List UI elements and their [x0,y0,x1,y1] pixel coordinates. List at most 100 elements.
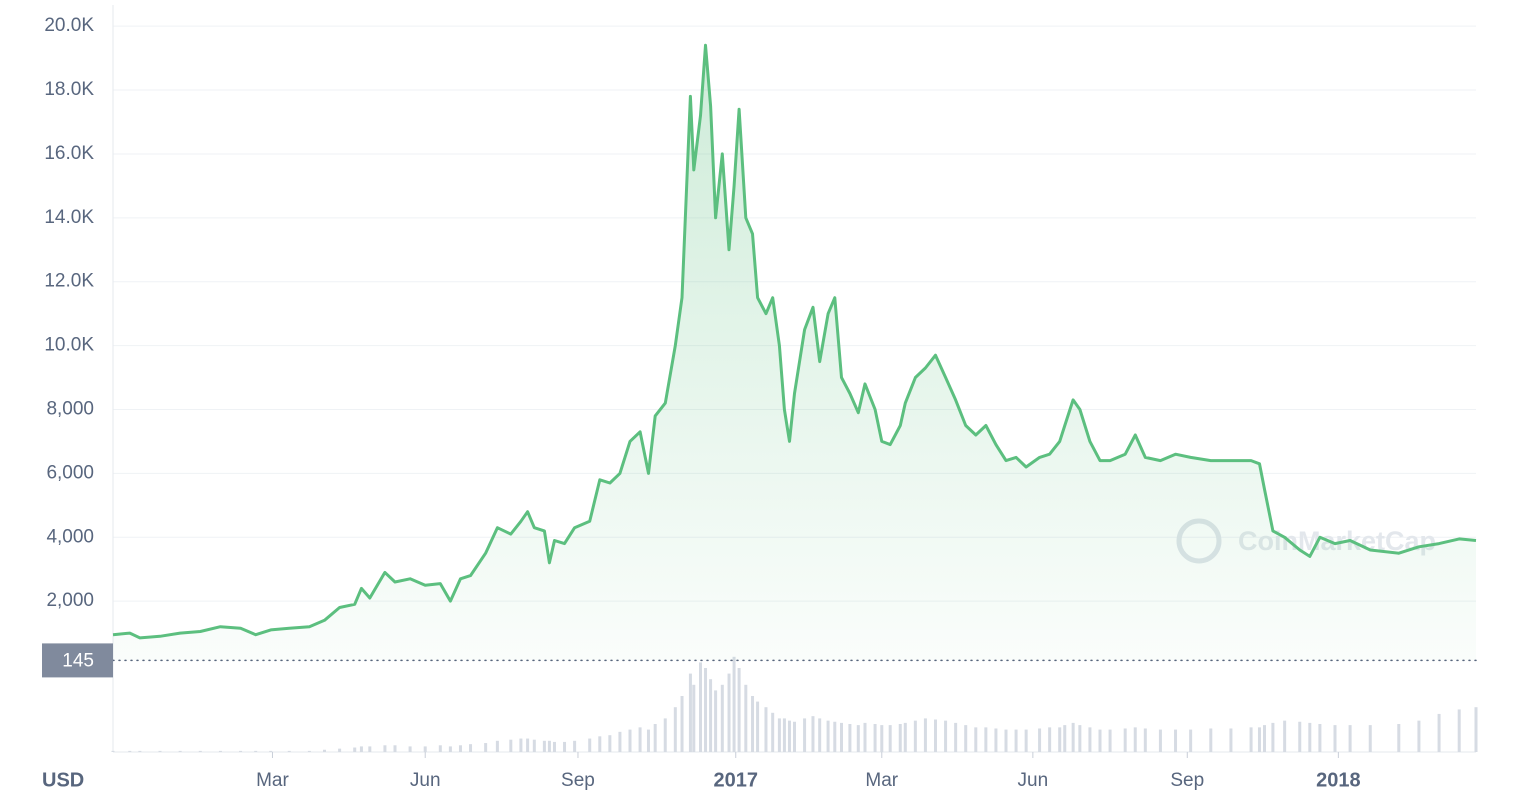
volume-bar [756,701,760,752]
volume-bar [1271,722,1275,752]
volume-bar [1348,725,1352,752]
volume-bar [1283,720,1287,752]
volume-bar [840,722,843,752]
volume-bar [1058,727,1062,752]
volume-bar [178,750,182,752]
volume-bar [803,718,807,752]
volume-bar [254,750,258,752]
volume-bar [751,696,755,752]
volume-bar [1457,709,1461,752]
volume-bar [519,738,523,752]
volume-bar [1048,727,1052,752]
volume-bar [638,727,642,752]
volume-bar [598,736,602,752]
volume-bar [818,718,822,752]
volume-bar [1063,725,1067,752]
volume-bar [777,718,781,752]
volume-bar [880,725,884,752]
volume-bar [1257,727,1261,752]
volume-bar [856,725,860,752]
volume-bar [1133,727,1137,752]
volume-bar [673,707,677,752]
volume-bar [984,727,988,752]
baseline-label: 145 [62,650,94,671]
volume-bar [1123,728,1127,752]
volume-bar [646,729,650,752]
volume-bar [383,745,387,752]
volume-bar [542,740,546,752]
volume-bar [111,750,115,752]
x-tick-label: Jun [1018,770,1049,791]
volume-bar [618,731,622,752]
x-tick-label: Mar [865,770,898,791]
volume-bar [423,746,427,752]
x-tick-label: 2018 [1316,769,1361,791]
volume-bar [1004,729,1008,752]
y-tick-label: 12.0K [44,271,94,292]
volume-bar [737,668,741,752]
volume-bar [744,684,748,752]
volume-bar [408,746,412,752]
volume-bar [793,721,796,752]
volume-bar [903,722,907,752]
volume-bar [1174,729,1178,752]
volume-bar [218,750,222,752]
volume-bar [1108,729,1112,752]
volume-bar [563,741,567,752]
volume-bar [1249,727,1253,752]
x-tick-label: Sep [561,770,595,791]
volume-bar [1143,728,1147,752]
volume-bar [1298,721,1302,752]
volume-bar [1088,727,1092,752]
volume-bar [954,722,958,752]
volume-bar [368,746,372,752]
volume-bar [458,745,462,752]
volume-bar [680,696,684,752]
volume-bar [692,684,696,752]
volume-bar [128,750,132,752]
volume-bar [1024,729,1028,752]
volume-bar [811,716,815,752]
volume-bar [573,740,577,752]
volume-bar [359,746,363,752]
volume-bar [1098,729,1102,752]
volume-bar [608,735,612,752]
y-tick-label: 18.0K [44,79,94,100]
volume-bar [923,718,927,752]
x-tick-label: Jun [410,770,441,791]
y-tick-label: 8,000 [46,399,94,420]
volume-bar [863,722,867,752]
volume-bar [1333,725,1337,752]
volume-bar [964,725,968,752]
volume-bar [720,684,724,752]
volume-bar [239,750,243,752]
volume-bar [588,738,592,752]
x-tick-label: Sep [1170,770,1204,791]
volume-bar [663,718,667,752]
price-line [112,43,1477,640]
volume-bar [994,728,998,752]
volume-bar [1189,729,1193,752]
volume-bar [826,720,830,752]
area-fill [113,45,1476,661]
volume-bar [934,719,937,752]
volume-bar [532,739,536,752]
volume-bar [1209,728,1213,752]
volume-bar [1308,722,1312,752]
volume-bar [1071,722,1075,752]
volume-bar [393,745,397,752]
volume-bar [787,720,791,752]
y-tick-label: 20.0K [44,15,94,36]
volume-bar [732,656,736,752]
volume-bar [1417,720,1421,752]
volume-bar [448,746,452,752]
volume-bar [484,743,488,752]
y-tick-label: 10.0K [44,335,94,356]
volume-bar [1158,729,1162,752]
volume-bar [338,748,342,752]
volume-bar [1078,725,1082,752]
x-tick-label: Mar [256,770,289,791]
volume-bar [888,725,892,752]
volume-bar [1014,729,1018,752]
volume-bar [269,750,273,752]
